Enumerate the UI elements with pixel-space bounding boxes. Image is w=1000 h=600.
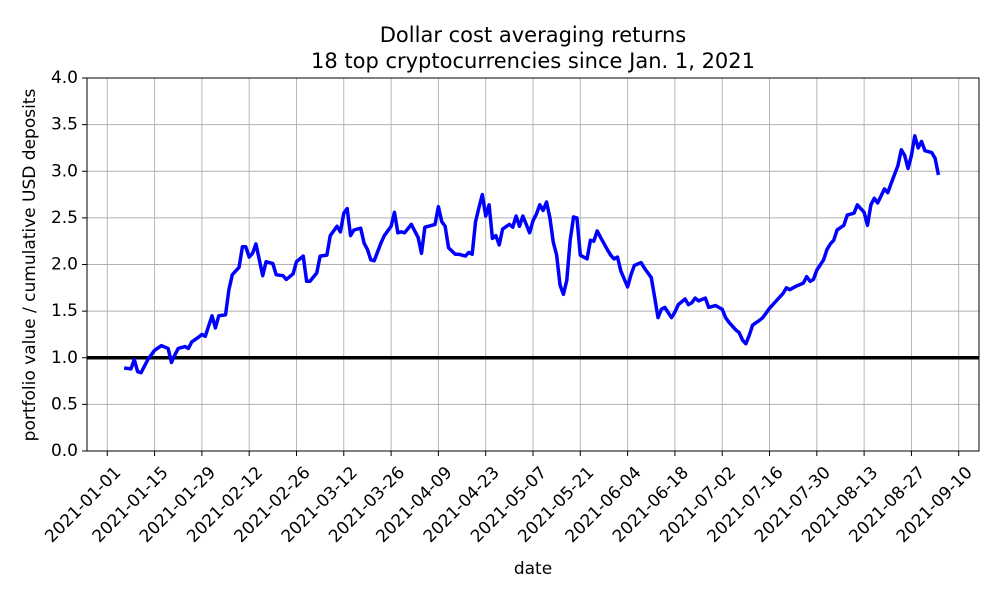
plot-frame [86,77,980,452]
chart-title: Dollar cost averaging returns [380,23,686,47]
y-tick-label: 3.5 [51,115,78,135]
y-tick-label: 0.0 [51,441,78,461]
y-tick-label: 2.5 [51,208,78,228]
y-axis-label: portfolio value / cumulative USD deposit… [20,89,40,442]
chart-subtitle: 18 top cryptocurrencies since Jan. 1, 20… [311,49,755,73]
data-line [123,134,941,375]
y-tick-label: 1.0 [51,348,78,368]
y-tick-label: 3.0 [51,161,78,181]
x-axis-label: date [514,559,552,579]
y-tick-label: 0.5 [51,394,78,414]
y-tick-label: 4.0 [51,68,78,88]
y-tick-label: 1.5 [51,301,78,321]
y-tick-label: 2.0 [51,255,78,275]
